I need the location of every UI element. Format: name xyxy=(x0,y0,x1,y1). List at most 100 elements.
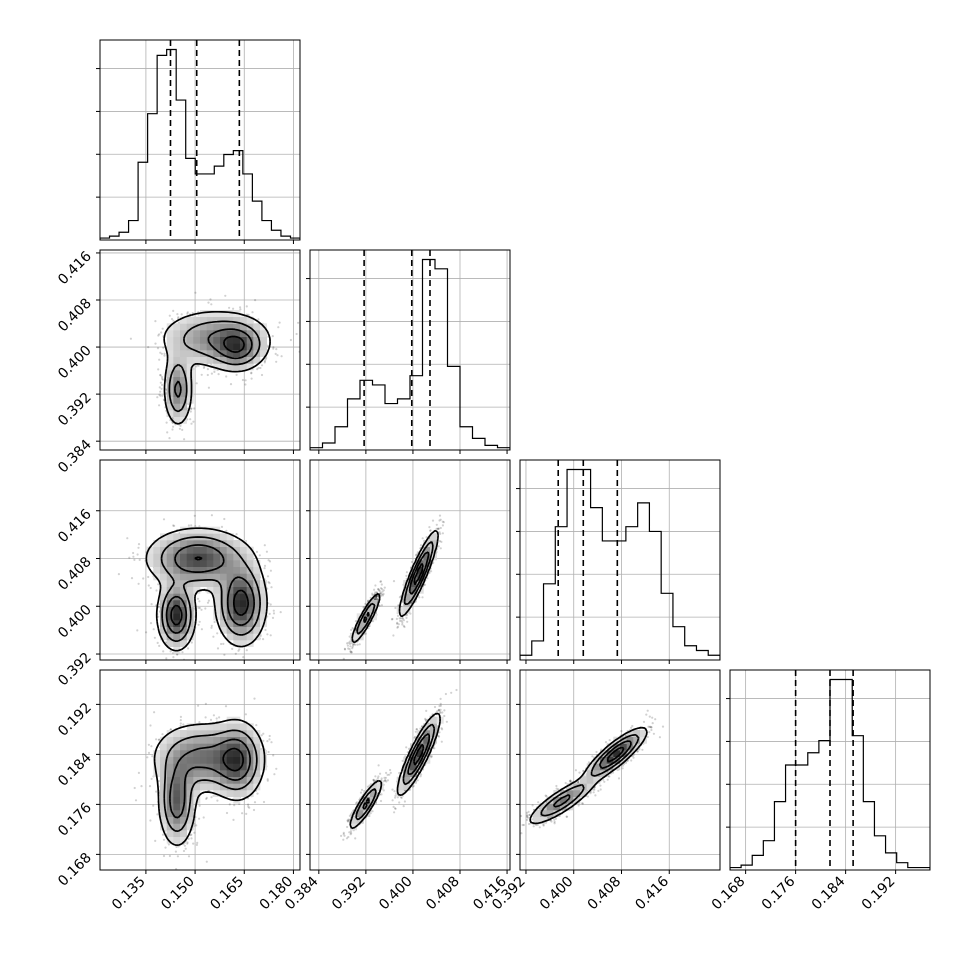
sample-point xyxy=(255,550,259,554)
sample-point xyxy=(178,427,181,430)
density-cell xyxy=(186,546,194,554)
density-cell xyxy=(193,350,201,357)
density-cell xyxy=(180,363,187,371)
density-cell xyxy=(233,566,241,574)
density-cell xyxy=(186,580,194,587)
sample-point xyxy=(295,332,298,336)
density-cell xyxy=(240,586,247,594)
panel-1-1 xyxy=(306,249,511,454)
density-cell xyxy=(260,350,267,357)
sample-point xyxy=(364,632,367,635)
density-cell xyxy=(206,580,214,587)
sample-point xyxy=(271,335,274,338)
sample-point xyxy=(136,553,139,556)
sample-point xyxy=(251,311,254,314)
density-cell xyxy=(180,330,187,337)
sample-point xyxy=(234,652,237,655)
density-cell xyxy=(180,323,187,331)
sample-point xyxy=(441,532,444,535)
density-cell xyxy=(153,553,161,561)
density-cell xyxy=(220,546,227,554)
density-cell xyxy=(213,310,221,317)
sample-point xyxy=(213,620,216,624)
panel-plot-area xyxy=(310,250,510,450)
sample-point xyxy=(132,555,135,558)
sample-point xyxy=(399,617,402,620)
sample-point xyxy=(172,656,175,659)
density-cell xyxy=(226,310,234,317)
panel-plot-area xyxy=(100,250,300,450)
sample-point xyxy=(354,620,357,623)
sample-point xyxy=(398,596,401,599)
sample-point xyxy=(259,366,262,370)
sample-point xyxy=(440,540,443,544)
sample-point xyxy=(272,347,275,350)
sample-point xyxy=(186,311,189,314)
sample-point xyxy=(396,626,399,629)
density-cell xyxy=(226,560,234,567)
panel-0-0 xyxy=(96,39,301,244)
sample-point xyxy=(266,633,269,636)
sample-point xyxy=(268,612,271,616)
sample-point xyxy=(272,346,275,349)
density-cell xyxy=(350,633,357,641)
sample-point xyxy=(439,547,442,550)
sample-point xyxy=(157,334,160,337)
density-cell xyxy=(226,586,234,594)
density-cell xyxy=(220,626,227,634)
sample-point xyxy=(197,364,200,367)
sample-point xyxy=(353,643,356,646)
sample-point xyxy=(176,653,179,656)
sample-point xyxy=(210,514,213,517)
sample-point xyxy=(441,520,444,523)
density-cell xyxy=(186,566,194,574)
sample-point xyxy=(157,615,160,618)
sample-point xyxy=(349,650,352,653)
panel-2-2 xyxy=(516,459,721,664)
sample-point xyxy=(207,301,210,304)
density-cell xyxy=(213,580,221,587)
sample-point xyxy=(137,546,140,549)
density-cell xyxy=(186,540,194,547)
contour-level-0 xyxy=(163,310,271,425)
sample-point xyxy=(244,383,247,386)
sample-point xyxy=(245,649,248,652)
density-cell xyxy=(166,620,174,627)
density-cell xyxy=(173,613,181,621)
density-cell xyxy=(173,573,181,581)
density-cell xyxy=(240,613,247,621)
sample-point xyxy=(260,373,264,377)
density-cell xyxy=(173,396,181,404)
sample-point xyxy=(373,598,377,601)
sample-point xyxy=(268,560,272,563)
sample-point xyxy=(235,373,238,376)
panel-frame xyxy=(99,249,301,451)
panel-plot-area xyxy=(100,670,300,870)
density-cell xyxy=(193,573,201,581)
sample-point xyxy=(177,316,180,319)
sample-point xyxy=(269,634,272,637)
sample-point xyxy=(396,625,400,628)
sample-point xyxy=(380,604,383,607)
density-cell xyxy=(220,316,227,324)
sample-point xyxy=(172,309,175,312)
sample-point xyxy=(168,854,171,858)
sample-point xyxy=(190,641,193,644)
density-cell xyxy=(213,316,221,324)
sample-point xyxy=(405,574,408,578)
sample-point xyxy=(157,606,161,609)
density-cell xyxy=(200,566,207,574)
density-cell xyxy=(180,376,187,384)
sample-point xyxy=(375,597,378,601)
density-cell xyxy=(213,533,221,541)
sample-point xyxy=(173,524,176,528)
sample-point xyxy=(181,428,184,431)
density-cell xyxy=(166,363,174,371)
sample-point xyxy=(375,596,378,599)
density-cell xyxy=(220,580,227,587)
y-tick-label: 0.400 xyxy=(55,343,95,383)
density-cell xyxy=(173,620,181,627)
density-cell xyxy=(180,640,187,647)
density-cell xyxy=(200,580,207,587)
